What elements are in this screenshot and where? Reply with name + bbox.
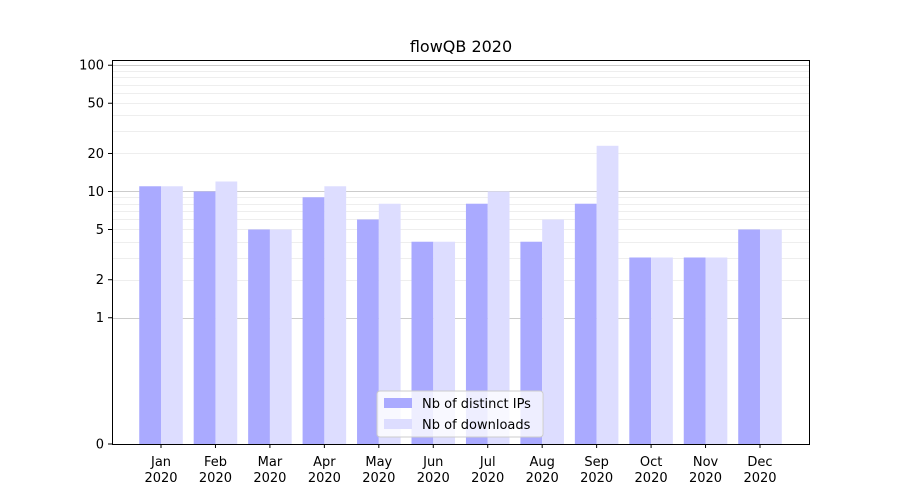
y-tick-label: 20 (87, 147, 104, 162)
bar-distinct-ips (357, 219, 379, 444)
bar-distinct-ips (248, 229, 270, 444)
bar-distinct-ips (465, 203, 488, 444)
x-tick-label: Jul 2020 (471, 455, 504, 486)
bar-downloads (269, 229, 292, 444)
x-tick-label: Sep 2020 (580, 455, 613, 486)
bar-downloads (542, 219, 564, 444)
x-tick-label: Dec 2020 (743, 455, 776, 486)
y-tick-label: 10 (87, 185, 104, 200)
y-tick-label: 5 (96, 223, 104, 238)
x-tick-label: Jun 2020 (417, 455, 450, 486)
bar-distinct-ips (139, 186, 162, 444)
bar-distinct-ips (574, 203, 597, 444)
plot-frame (112, 60, 810, 445)
y-tick-label: 1 (96, 311, 104, 326)
legend-swatch (384, 398, 412, 408)
bar-distinct-ips (302, 197, 325, 444)
bar-distinct-ips (629, 257, 652, 444)
bar-downloads (651, 257, 673, 444)
legend: Nb of distinct IPs Nb of downloads (376, 390, 544, 438)
y-tick-label: 50 (87, 97, 104, 112)
axes-layer: 0 1 2 5 10 20 50 100 Jan 2020 Feb 2020 Mar 2020 Apr 202… (79, 59, 776, 486)
bar-distinct-ips (738, 229, 760, 444)
bar-downloads (596, 145, 619, 444)
bar-distinct-ips (683, 257, 706, 444)
legend-box (376, 390, 544, 438)
legend-label: Nb of distinct IPs (422, 397, 531, 412)
y-tick-label: 0 (96, 438, 104, 453)
x-tick-label: Jan 2020 (144, 455, 177, 486)
x-tick-label: Oct 2020 (635, 455, 668, 486)
x-tick-label: Nov 2020 (689, 455, 722, 486)
bar-downloads (378, 203, 401, 444)
bars-layer (139, 145, 782, 445)
y-tick-label: 100 (79, 59, 104, 74)
x-tick-label: Feb 2020 (199, 455, 232, 486)
x-tick-label: May 2020 (362, 455, 395, 486)
legend-swatch (384, 419, 412, 429)
bar-downloads (487, 191, 510, 444)
x-tick-label: Mar 2020 (253, 455, 286, 486)
bar-downloads (759, 229, 782, 444)
bar-distinct-ips (193, 191, 216, 444)
legend-label: Nb of downloads (422, 418, 531, 433)
y-tick-label: 2 (96, 273, 104, 288)
bar-downloads (215, 181, 238, 445)
bar-downloads (705, 257, 728, 444)
bar-downloads (161, 186, 183, 444)
x-tick-label: Aug 2020 (526, 455, 559, 486)
bar-downloads (324, 186, 347, 444)
x-tick-label: Apr 2020 (308, 455, 341, 486)
chart-title: flowQB 2020 (410, 37, 512, 56)
